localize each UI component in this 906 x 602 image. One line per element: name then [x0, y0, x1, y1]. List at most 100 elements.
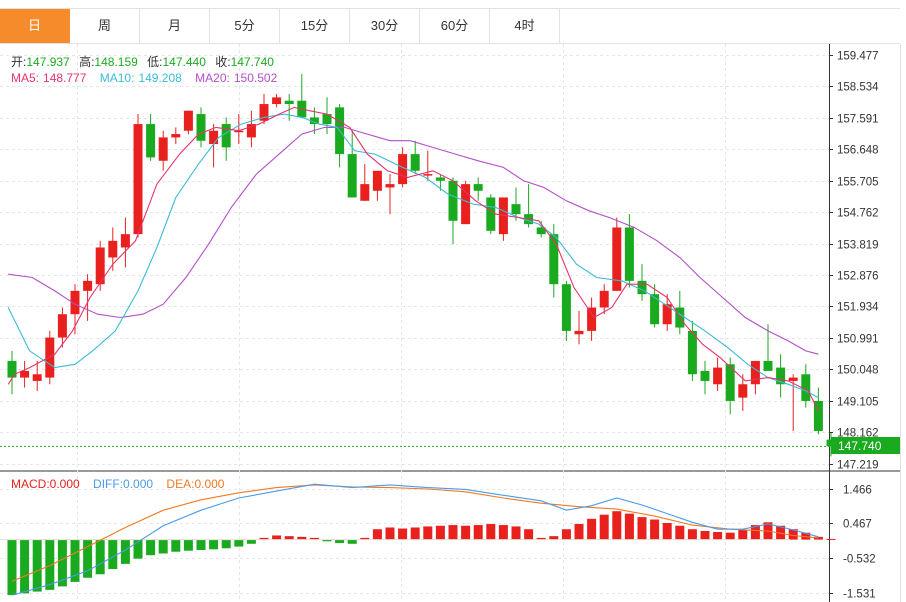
candle[interactable] — [347, 130, 357, 198]
macd-tick-label: 1.466 — [843, 485, 872, 497]
candle[interactable] — [83, 274, 93, 321]
price-tick-label: 150.991 — [837, 334, 879, 346]
candle-body — [57, 314, 67, 338]
diff-label: DIFF: — [93, 477, 123, 491]
candle[interactable] — [246, 110, 256, 148]
candle[interactable] — [385, 174, 395, 215]
candle[interactable] — [801, 364, 811, 408]
candle[interactable] — [372, 170, 382, 201]
candle-body — [423, 174, 433, 176]
candle[interactable] — [498, 197, 508, 241]
candle[interactable] — [687, 320, 697, 381]
candle[interactable] — [183, 110, 193, 135]
candle[interactable] — [561, 280, 571, 341]
candle-body — [272, 97, 282, 105]
candle[interactable] — [410, 140, 420, 175]
candle[interactable] — [788, 374, 798, 431]
macd-bar — [272, 535, 282, 540]
candle-body — [83, 280, 93, 291]
candle[interactable] — [448, 177, 458, 245]
candle[interactable] — [259, 94, 269, 125]
macd-bar — [486, 524, 496, 540]
macd-bar — [108, 539, 118, 570]
price-tick-label: 154.762 — [837, 208, 879, 220]
macd-bar — [624, 513, 634, 540]
candle[interactable] — [221, 117, 231, 161]
candle[interactable] — [297, 74, 307, 118]
candle[interactable] — [45, 330, 55, 385]
dea-value: 0.000 — [194, 477, 224, 491]
candle[interactable] — [234, 114, 244, 145]
candle[interactable] — [133, 114, 143, 238]
ma10-label: MA10: — [100, 71, 135, 85]
candle[interactable] — [158, 130, 168, 171]
macd-bar — [7, 539, 17, 596]
macd-bar — [473, 525, 483, 540]
candle[interactable] — [738, 374, 748, 411]
tab-week[interactable]: 周 — [70, 9, 140, 43]
macd-bar — [524, 529, 534, 540]
ma20-line — [8, 126, 819, 355]
price-tick-label: 155.705 — [837, 177, 879, 189]
tab-15min[interactable]: 15分 — [280, 9, 350, 43]
macd-bar — [158, 539, 168, 554]
candle[interactable] — [272, 94, 282, 108]
candle[interactable] — [20, 360, 30, 388]
candle[interactable] — [599, 284, 609, 315]
candle[interactable] — [486, 194, 496, 235]
candle[interactable] — [650, 284, 660, 328]
candle[interactable] — [713, 357, 723, 391]
tab-5min[interactable]: 5分 — [210, 9, 280, 43]
dea-line — [11, 484, 819, 582]
candle[interactable] — [511, 187, 521, 221]
candle[interactable] — [209, 124, 219, 168]
candle[interactable] — [776, 354, 786, 398]
candle[interactable] — [57, 307, 67, 348]
tab-60min[interactable]: 60分 — [420, 9, 490, 43]
tab-day[interactable]: 日 — [0, 9, 70, 43]
candle[interactable] — [32, 360, 42, 391]
candle[interactable] — [7, 350, 17, 395]
tab-30min[interactable]: 30分 — [350, 9, 420, 43]
candle[interactable] — [624, 214, 634, 288]
candle[interactable] — [637, 264, 647, 301]
candle[interactable] — [725, 357, 735, 415]
candle[interactable] — [612, 217, 622, 291]
macd-bar — [360, 537, 370, 540]
candle-body — [95, 247, 105, 285]
candle-body — [561, 284, 571, 331]
candle-body — [146, 124, 156, 158]
macd-bar — [687, 529, 697, 540]
macd-bar — [448, 525, 458, 540]
candle[interactable] — [284, 94, 294, 121]
macd-bar — [32, 539, 42, 592]
price-tick-label: 156.648 — [837, 145, 879, 157]
candle[interactable] — [549, 224, 559, 298]
candle[interactable] — [120, 217, 130, 268]
macd-bar — [561, 529, 571, 540]
candle[interactable] — [146, 114, 156, 161]
macd-bar — [536, 537, 546, 540]
candle[interactable] — [322, 97, 332, 135]
candle[interactable] — [423, 150, 433, 181]
candle[interactable] — [196, 107, 206, 148]
macd-bar — [398, 528, 408, 540]
candle[interactable] — [574, 310, 584, 345]
candle[interactable] — [662, 294, 672, 331]
candle[interactable] — [461, 180, 471, 225]
candle[interactable] — [587, 297, 597, 341]
candle[interactable] — [750, 360, 760, 395]
macd-tick-label: -1.531 — [843, 589, 876, 601]
tab-4hour[interactable]: 4时 — [490, 9, 560, 43]
candle[interactable] — [360, 164, 370, 201]
candle[interactable] — [171, 127, 181, 145]
macd-bar — [309, 537, 319, 540]
candle[interactable] — [700, 360, 710, 395]
candle-body — [536, 227, 546, 235]
macd-bar — [335, 539, 345, 544]
candle[interactable] — [473, 177, 483, 201]
candle-body — [687, 330, 697, 375]
tab-month[interactable]: 月 — [140, 9, 210, 43]
open-value: 147.937 — [26, 55, 70, 69]
